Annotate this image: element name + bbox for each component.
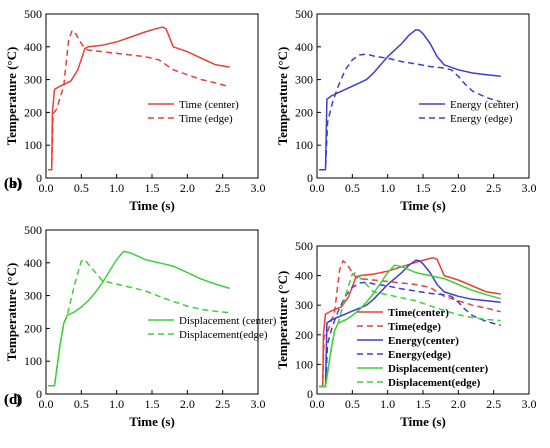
series-line-energy-edge [319,53,501,171]
legend-label-energy-edge: Energy (edge) [450,113,513,125]
y-axis-label: Temperature (°C) [275,47,290,146]
plot-frame [45,13,259,179]
series-line-displacement-edge [319,271,501,388]
x-tick-label: 1.5 [416,181,431,195]
legend-label-energy-center: Energy (center) [450,99,519,111]
legend: Displacement (center) Displacement(edge) [148,315,277,341]
y-tick-label: 100 [295,138,313,152]
y-axis-label: Temperature (°C) [4,263,19,362]
x-axis-label: Time (s) [400,198,446,213]
x-tick-label: 1.0 [380,397,395,411]
y-axis-label: Temperature (°C) [4,47,19,146]
x-tick-label: 3.0 [251,397,266,411]
y-tick-label: 100 [24,354,42,368]
y-tick-label: 500 [295,7,313,21]
x-tick-label: 3.0 [251,181,266,195]
y-tick-label: 400 [24,40,42,54]
x-tick-label: 1.5 [145,397,160,411]
legend-label-time-center: Time (center) [179,99,239,111]
y-tick-label: 300 [295,73,313,87]
x-tick-label: 0.5 [74,397,89,411]
y-tick-label: 200 [24,105,42,119]
x-tick-label: 2.0 [180,397,195,411]
x-tick-label: 1.5 [145,181,160,195]
series-line-time-edge [319,260,501,388]
y-tick-label: 100 [295,357,313,371]
series-line-time-edge [48,29,230,171]
legend-label-time-edge: Time(edge) [388,321,441,333]
plot-frame [316,13,530,179]
series-line-time-center [319,257,501,388]
x-axis-label: Time (s) [129,198,175,213]
y-tick-label: 200 [295,105,313,119]
y-tick-label: 0 [307,171,313,185]
panel-label: (a) [4,176,22,192]
x-tick-label: 1.5 [416,397,431,411]
legend-label-displacement-center: Displacement(center) [388,363,489,375]
y-tick-label: 100 [24,138,42,152]
x-tick-label: 2.5 [215,181,230,195]
panel-d: 0.0 0.5 1.0 1.5 2.0 2.5 3.0 0 100 200 300 400 500 Tim… [4,239,537,429]
y-tick-label: 300 [295,298,313,312]
x-tick-label: 1.0 [109,397,124,411]
x-tick-label: 0.0 [39,397,54,411]
series-line-energy-edge [319,281,501,388]
panel-label: (b) [4,176,22,192]
x-tick-label: 1.0 [109,181,124,195]
x-tick-label: 1.0 [380,181,395,195]
y-tick-label: 400 [24,256,42,270]
legend-label-displacement-center: Displacement (center) [179,315,277,327]
legend-label-energy-center: Energy(center) [388,335,459,347]
legend: Time (center) Time (edge) [148,99,239,125]
y-tick-label: 200 [295,328,313,342]
y-tick-label: 400 [295,269,313,283]
x-tick-label: 0.0 [310,181,325,195]
x-axis-label: Time (s) [129,414,175,429]
legend-label-energy-edge: Energy(edge) [388,349,451,361]
series-line-energy-center [319,28,501,171]
x-tick-label: 0.0 [310,397,325,411]
legend-label-time-center: Time(center) [388,307,449,319]
x-tick-label: 0.0 [39,181,54,195]
x-tick-label: 3.0 [522,397,537,411]
x-tick-label: 2.0 [451,181,466,195]
legend: Time(center) Time(edge) Energy(center) Ener… [357,307,489,389]
y-tick-label: 200 [24,321,42,335]
x-tick-label: 0.5 [345,181,360,195]
y-tick-label: 0 [36,387,42,401]
y-tick-label: 500 [24,223,42,237]
y-tick-label: 400 [295,40,313,54]
y-tick-label: 300 [24,73,42,87]
x-tick-label: 2.0 [451,397,466,411]
legend-label-displacement-edge: Displacement(edge) [388,377,481,389]
x-axis-label: Time (s) [400,414,446,429]
x-tick-label: 0.5 [345,397,360,411]
x-tick-label: 3.0 [522,181,537,195]
x-tick-label: 2.0 [180,181,195,195]
y-axis-label: Temperature (°C) [275,271,290,370]
y-tick-label: 500 [24,7,42,21]
legend-label-displacement-edge: Displacement(edge) [179,329,268,341]
panel-label: (d) [4,392,22,408]
legend: Energy (center) Energy (edge) [419,99,519,125]
y-tick-label: 0 [307,387,313,401]
panel-b: 0.0 0.5 1.0 1.5 2.0 2.5 3.0 0 100 200 300 400 500 Tim… [4,7,537,213]
y-tick-label: 500 [295,239,313,253]
panel-label: (c) [4,392,21,408]
series-line-time-center [48,26,230,171]
panel-c: 0.0 0.5 1.0 1.5 2.0 2.5 3.0 0 100 200 300 400 500 Tim… [4,223,277,429]
series-line-energy-center [319,259,501,388]
legend-label-time-edge: Time (edge) [179,113,233,125]
y-tick-label: 0 [36,171,42,185]
series-line-displacement-center [319,264,501,388]
series-line-displacement-edge [48,258,230,387]
x-tick-label: 2.5 [486,181,501,195]
x-tick-label: 2.5 [486,397,501,411]
x-tick-label: 0.5 [74,181,89,195]
y-tick-label: 300 [24,289,42,303]
panel-a: 0.0 0.5 1.0 1.5 2.0 2.5 3.0 0 100 200 300 400 500 Tim… [4,7,266,213]
x-tick-label: 2.5 [215,397,230,411]
